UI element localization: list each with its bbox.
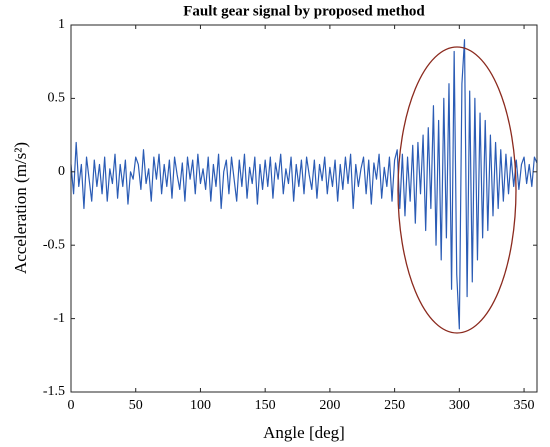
x-tick-label: 250	[384, 398, 405, 413]
chart-title: Fault gear signal by proposed method	[183, 3, 425, 19]
x-tick-label: 0	[68, 398, 75, 413]
y-tick-label: 1	[58, 17, 65, 32]
plot-area	[70, 39, 538, 330]
axes-box	[70, 24, 538, 393]
y-tick-label: -0.5	[43, 237, 65, 252]
highlight-ellipse	[397, 46, 517, 334]
x-tick-label: 100	[190, 398, 211, 413]
y-tick-label: -1	[53, 311, 65, 326]
x-tick-label: 350	[514, 398, 535, 413]
y-tick-label: -1.5	[43, 384, 65, 399]
x-tick-label: 150	[255, 398, 276, 413]
y-tick-label: 0	[58, 164, 65, 179]
y-axis-label: Acceleration (m/s²)	[11, 142, 30, 274]
y-tick-label: 0.5	[48, 91, 66, 106]
x-tick-label: 300	[449, 398, 470, 413]
x-axis-label: Angle [deg]	[263, 423, 345, 442]
x-tick-label: 50	[129, 398, 143, 413]
x-tick-label: 200	[319, 398, 340, 413]
signal-line	[70, 39, 538, 330]
